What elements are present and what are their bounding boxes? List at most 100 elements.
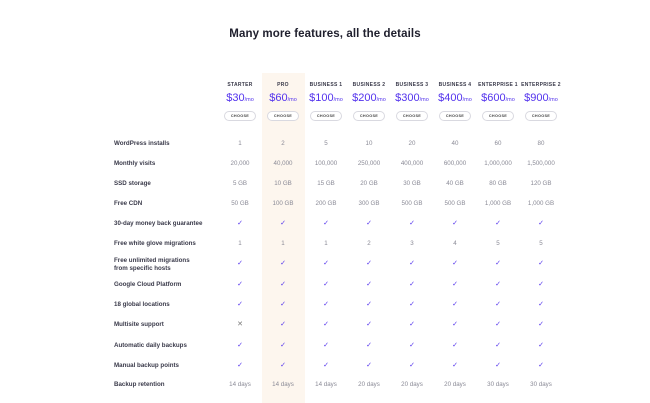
feature-value: 5	[539, 240, 543, 247]
price-amount: $200	[352, 92, 377, 104]
check-icon: ✓	[280, 260, 286, 267]
feature-value: 1	[238, 140, 242, 147]
choose-button[interactable]: CHOOSE	[395, 111, 429, 121]
feature-value: 60	[494, 140, 502, 147]
feature-value: 500 GB	[444, 200, 466, 207]
plan-name: ENTERPRISE 1	[478, 82, 518, 88]
check-icon: ✓	[452, 321, 458, 328]
price-period: /mo	[287, 97, 297, 103]
feature-value: 1	[324, 240, 328, 247]
choose-button[interactable]: CHOOSE	[524, 111, 558, 121]
check-icon: ✓	[366, 220, 372, 227]
check-icon: ✓	[237, 260, 243, 267]
feature-value: 1,000,000	[484, 160, 512, 167]
price-period: /mo	[333, 97, 343, 103]
feature-value: 14 days	[315, 381, 337, 388]
check-icon: ✓	[409, 342, 415, 349]
cross-icon: ✕	[237, 321, 243, 328]
check-icon: ✓	[495, 342, 501, 349]
check-icon: ✓	[495, 321, 501, 328]
feature-label: Backup retention	[114, 381, 165, 388]
plan-price: $30/mo	[215, 92, 265, 104]
feature-value: 20,000	[230, 160, 250, 167]
pro-column-highlight	[262, 73, 305, 403]
feature-value: 4	[453, 240, 457, 247]
feature-value: 200 GB	[315, 200, 337, 207]
check-icon: ✓	[237, 362, 243, 369]
feature-value: 20 days	[358, 381, 380, 388]
check-icon: ✓	[538, 342, 544, 349]
plan-price: $60/mo	[258, 92, 308, 104]
choose-button[interactable]: CHOOSE	[481, 111, 515, 121]
check-icon: ✓	[323, 342, 329, 349]
choose-button[interactable]: CHOOSE	[223, 111, 257, 121]
feature-value: 30 GB	[403, 180, 421, 187]
plan-header: ENTERPRISE 2 $900/mo CHOOSE	[516, 82, 566, 122]
check-icon: ✓	[237, 342, 243, 349]
check-icon: ✓	[495, 301, 501, 308]
check-icon: ✓	[538, 220, 544, 227]
check-icon: ✓	[538, 260, 544, 267]
feature-value: 40	[451, 140, 459, 147]
check-icon: ✓	[366, 301, 372, 308]
feature-value: 14 days	[229, 381, 251, 388]
choose-button[interactable]: CHOOSE	[266, 111, 300, 121]
feature-value: 10 GB	[274, 180, 292, 187]
feature-value: 50 GB	[231, 200, 249, 207]
feature-value: 2	[367, 240, 371, 247]
feature-value: 20 days	[401, 381, 423, 388]
check-icon: ✓	[280, 342, 286, 349]
feature-value: 3	[410, 240, 414, 247]
check-icon: ✓	[409, 301, 415, 308]
check-icon: ✓	[495, 220, 501, 227]
price-period: /mo	[419, 97, 429, 103]
check-icon: ✓	[323, 281, 329, 288]
plan-header: BUSINESS 2 $200/mo CHOOSE	[344, 82, 394, 122]
check-icon: ✓	[452, 362, 458, 369]
feature-value: 5	[496, 240, 500, 247]
plan-header: PRO $60/mo CHOOSE	[258, 82, 308, 122]
feature-value: 80	[537, 140, 545, 147]
feature-value: 500 GB	[401, 200, 423, 207]
check-icon: ✓	[323, 220, 329, 227]
feature-value: 5 GB	[232, 180, 248, 187]
page-title: Many more features, all the details	[229, 28, 421, 40]
plan-name: BUSINESS 2	[352, 82, 386, 88]
feature-value: 1,000 GB	[484, 200, 512, 207]
plan-header: ENTERPRISE 1 $600/mo CHOOSE	[473, 82, 523, 122]
choose-button[interactable]: CHOOSE	[309, 111, 343, 121]
check-icon: ✓	[280, 321, 286, 328]
price-amount: $100	[309, 92, 334, 104]
plan-price: $400/mo	[430, 92, 480, 104]
feature-value: 14 days	[272, 381, 294, 388]
feature-value: 1,000 GB	[527, 200, 555, 207]
check-icon: ✓	[280, 220, 286, 227]
check-icon: ✓	[409, 281, 415, 288]
check-icon: ✓	[538, 321, 544, 328]
price-period: /mo	[376, 97, 386, 103]
choose-button[interactable]: CHOOSE	[352, 111, 386, 121]
feature-label: Google Cloud Platform	[114, 281, 182, 288]
feature-value: 1	[281, 240, 285, 247]
feature-value: 5	[324, 140, 328, 147]
check-icon: ✓	[495, 281, 501, 288]
feature-value: 10	[365, 140, 373, 147]
feature-label: 18 global locations	[114, 301, 170, 308]
check-icon: ✓	[366, 362, 372, 369]
plan-name: ENTERPRISE 2	[521, 82, 561, 88]
check-icon: ✓	[452, 342, 458, 349]
price-amount: $300	[395, 92, 420, 104]
check-icon: ✓	[323, 362, 329, 369]
price-period: /mo	[244, 97, 254, 103]
plan-price: $100/mo	[301, 92, 351, 104]
feature-value: 300 GB	[358, 200, 380, 207]
choose-button[interactable]: CHOOSE	[438, 111, 472, 121]
plan-name: PRO	[277, 82, 289, 88]
check-icon: ✓	[323, 260, 329, 267]
check-icon: ✓	[366, 281, 372, 288]
feature-value: 1,500,000	[527, 160, 555, 167]
feature-value: 30 days	[530, 381, 552, 388]
price-period: /mo	[462, 97, 472, 103]
price-period: /mo	[505, 97, 515, 103]
feature-label: Multisite support	[114, 321, 164, 328]
